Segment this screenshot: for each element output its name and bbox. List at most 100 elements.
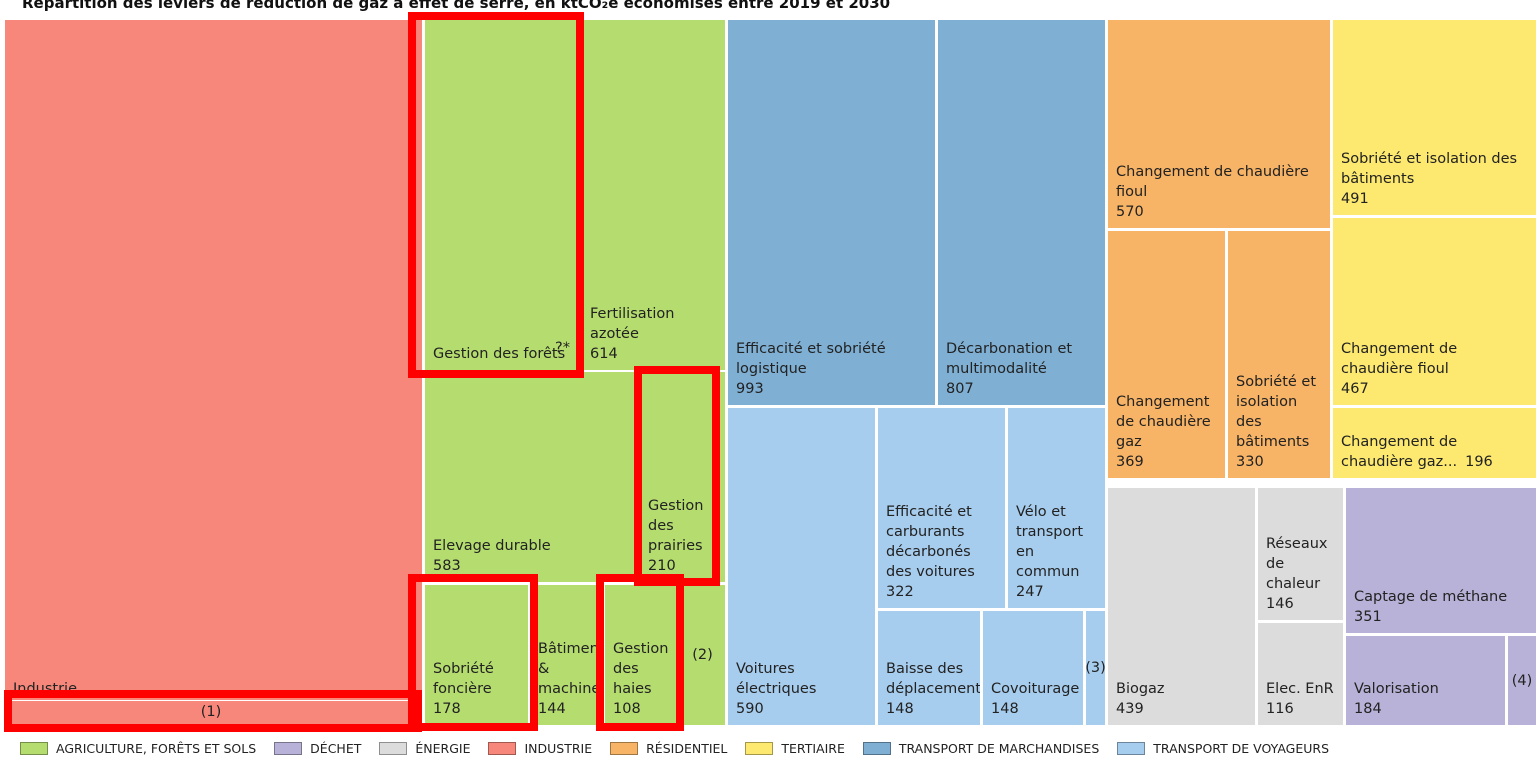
legend-item: TRANSPORT DE VOYAGEURS [1117,741,1329,756]
cell-label: Voitures électriques [736,661,817,697]
cell-value: 369 [1116,454,1144,470]
cell-value: ?* [555,340,570,356]
cell-value: 583 [433,558,461,574]
cell-label: Changement de chaudière fioul [1116,164,1309,200]
cell-value: 148 [886,701,914,717]
treemap-cell: Sobriété et isolation des bâtiments 491 [1333,20,1536,215]
treemap-cell: Industrie3457 [5,20,422,725]
treemap-cell: Changement de chaudière gaz 369 [1108,231,1225,478]
treemap-cell: (1) [12,700,410,722]
treemap-cell: Baisse des déplacements 148 [878,611,980,725]
legend-swatch [488,742,517,755]
legend: AGRICULTURE, FORÊTS ET SOLS DÉCHET ÉNERGIE… [20,741,1329,756]
treemap-cell: Covoiturage 148 [983,611,1083,725]
chart-title: Répartition des leviers de réduction de … [22,0,891,12]
treemap-cell: Elevage durable 583 [425,372,638,582]
legend-item: AGRICULTURE, FORÊTS ET SOLS [20,741,256,756]
cell-label: (1) [200,703,222,720]
treemap-cell: Biogaz 439 [1108,488,1255,725]
treemap-cell: Gestion des prairies 210 [640,372,725,582]
legend-swatch [862,742,891,755]
cell-value: 439 [1116,701,1144,717]
legend-label: ÉNERGIE [415,741,471,756]
cell-label: Elec. EnR [1266,681,1334,697]
treemap-cell: Changement de chaudière fioul 570 [1108,20,1330,228]
treemap-cell: Changement de chaudière gaz... 196 [1333,408,1536,478]
cell-label: Biogaz [1116,681,1165,697]
cell-value: 144 [538,701,566,717]
cell-value: 351 [1354,609,1382,625]
cell-value: 146 [1266,596,1294,612]
cell-value: 614 [590,346,618,362]
cell-label: (3) [1086,660,1105,676]
legend-label: DÉCHET [310,741,362,756]
cell-label: Réseaux de chaleur [1266,536,1328,592]
cell-label: Captage de méthane [1354,589,1508,605]
legend-label: TRANSPORT DE VOYAGEURS [1153,741,1330,756]
legend-label: RÉSIDENTIEL [646,741,728,756]
cell-value: 210 [648,558,676,574]
cell-value: 247 [1016,584,1044,600]
treemap-cell: (2) [680,585,725,725]
cell-label: Vélo et transport en commun [1016,504,1083,580]
cell-value: 178 [433,701,461,717]
cell-label: Sobriété et isolation des bâtiments [1236,374,1317,450]
cell-label: Gestion des prairies [648,498,704,554]
cell-value: 184 [1354,701,1382,717]
cell-value: 330 [1236,454,1264,470]
treemap-cell: Gestion des haies 108 [605,585,678,725]
cell-label: Bâtiments & machines [538,641,603,697]
treemap-cell: Vélo et transport en commun 247 [1008,408,1105,608]
legend-item: TERTIAIRE [745,741,845,756]
treemap-cell: (4) [1508,636,1536,725]
cell-label: (2) [692,647,713,663]
treemap-cell: Décarbonation et multimodalité 807 [938,20,1105,405]
legend-swatch [274,742,303,755]
treemap-cell: (3) [1086,611,1105,725]
legend-label: TERTIAIRE [781,741,845,756]
treemap-cell: Sobriété et isolation des bâtiments 330 [1228,231,1330,478]
legend-item: TRANSPORT DE MARCHANDISES [862,741,1100,756]
legend-label: INDUSTRIE [524,741,593,756]
cell-label: Sobriété et isolation des bâtiments [1341,151,1518,187]
cell-label: Elevage durable [433,538,551,554]
legend-swatch [610,742,639,755]
treemap-cell: Voitures électriques 590 [728,408,875,725]
cell-label: Changement de chaudière fioul [1341,341,1458,377]
cell-value: 807 [946,381,974,397]
treemap-cell: Sobriété foncière 178 [425,585,528,725]
treemap-cell: Changement de chaudière fioul 467 [1333,218,1536,405]
cell-label: Gestion des haies [613,641,669,697]
cell-label: Efficacité et carburants décarbonés des … [886,504,975,580]
treemap-cell: Captage de méthane 351 [1346,488,1536,633]
legend-swatch [1117,742,1146,755]
legend-item: INDUSTRIE [488,741,592,756]
treemap-cell: Gestion des forêts ?* [425,20,580,370]
treemap-cell: Réseaux de chaleur 146 [1258,488,1343,620]
cell-label: (4) [1511,672,1533,689]
legend-label: TRANSPORT DE MARCHANDISES [898,741,1100,756]
cell-label: Industrie [13,681,78,697]
cell-value: 491 [1341,191,1369,207]
cell-label: Fertilisation azotée [590,306,675,342]
cell-value: 196 [1465,454,1493,470]
cell-label: Décarbonation et multimodalité [946,341,1073,377]
treemap-cell: Valorisation 184 [1346,636,1505,725]
treemap-cell: Efficacité et carburants décarbonés des … [878,408,1005,608]
cell-label: Changement de chaudière gaz [1116,394,1211,450]
cell-label: Covoiturage [991,681,1080,697]
cell-value: 590 [736,701,764,717]
cell-label: Valorisation [1354,681,1439,697]
cell-value: 570 [1116,204,1144,220]
cell-label: Sobriété foncière [433,661,494,697]
cell-label: Gestion des forêts [433,346,566,362]
cell-label: Changement de chaudière gaz... 196 [1341,434,1493,470]
legend-item: ÉNERGIE [379,741,470,756]
treemap-cell: Elec. EnR 116 [1258,623,1343,725]
cell-label: Baisse des déplacements [886,661,980,697]
legend-swatch [379,742,408,755]
legend-item: DÉCHET [274,741,361,756]
treemap-cell: Bâtiments & machines 144 [530,585,603,725]
legend-swatch [745,742,774,755]
